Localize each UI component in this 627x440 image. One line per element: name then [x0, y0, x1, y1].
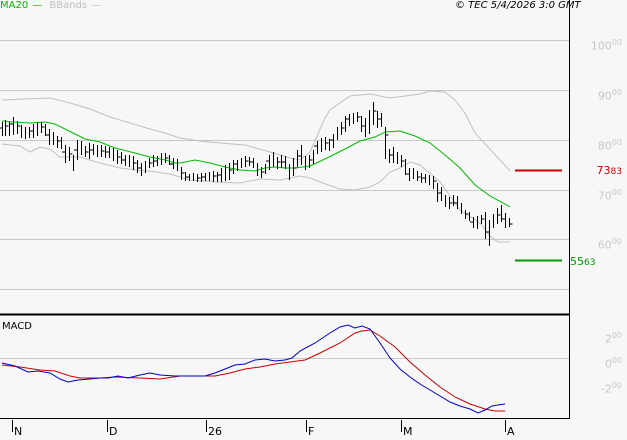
- price-tick-7000: 7000: [597, 188, 622, 203]
- x-axis-ticks: [12, 420, 506, 432]
- x-label-2026: 26: [208, 425, 222, 438]
- legend-ma20: MA20—: [0, 0, 43, 11]
- x-label-feb: F: [308, 425, 315, 438]
- ma20-line: [1, 120, 511, 208]
- macd-signal-line: [1, 329, 505, 412]
- price-tick-9000: 9000: [597, 88, 622, 103]
- bbands-lower-line: [1, 143, 510, 243]
- price-bars: [0, 102, 513, 246]
- x-axis-labels: N D 26 F M A: [0, 425, 570, 440]
- legend-bbands: BBands —: [49, 0, 102, 11]
- x-label-apr: A: [507, 425, 515, 438]
- price-tick-8000: 8000: [597, 138, 622, 153]
- x-label-mar: M: [403, 425, 413, 438]
- price-tick-6000: 6000: [597, 237, 622, 252]
- x-label-nov: N: [14, 425, 23, 438]
- support-label: 5563: [570, 255, 596, 268]
- price-gridlines: [0, 40, 569, 290]
- macd-tick-0: 000: [604, 356, 622, 371]
- bbands-upper-line: [1, 90, 511, 172]
- price-axis: 10000 9000 8000 7383 7000 6000 5563 200 …: [570, 0, 627, 420]
- macd-line: [1, 324, 506, 414]
- x-label-dec: D: [109, 425, 118, 438]
- macd-title: MACD: [2, 321, 32, 332]
- macd-tick-200: 200: [604, 331, 622, 346]
- chart-legend: MA20— BBands —: [0, 0, 105, 12]
- macd-tick-neg200: -200: [600, 381, 622, 396]
- price-tick-10000: 10000: [590, 38, 622, 53]
- resistance-label: 7383: [596, 164, 622, 177]
- copyright-timestamp: © TEC 5/4/2026 3:0 GMT: [455, 0, 581, 11]
